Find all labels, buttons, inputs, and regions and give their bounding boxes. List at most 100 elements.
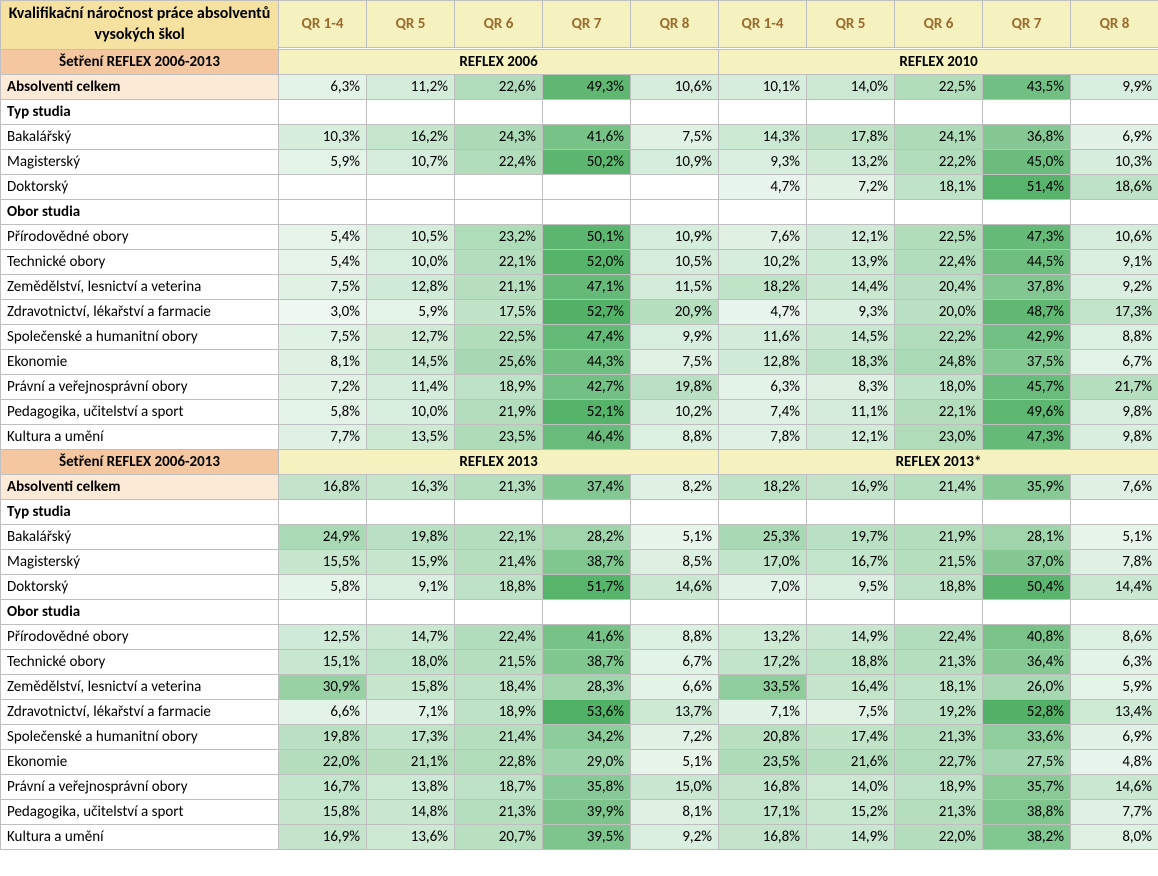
value-cell: 11,5% (631, 274, 719, 299)
value-cell: 15,1% (279, 649, 367, 674)
qualification-table: Kvalifikační náročnost práce absolventů … (0, 0, 1158, 850)
row-label: Bakalářský (1, 124, 279, 149)
blank-cell (1071, 99, 1158, 124)
survey-label: Šetření REFLEX 2006-2013 (1, 449, 279, 474)
blank-cell (631, 499, 719, 524)
value-cell: 35,7% (983, 774, 1071, 799)
blank-cell (455, 99, 543, 124)
blank-cell (983, 599, 1071, 624)
value-cell: 8,0% (1071, 824, 1158, 849)
value-cell: 14,5% (367, 349, 455, 374)
value-cell: 19,8% (631, 374, 719, 399)
value-cell: 35,9% (983, 474, 1071, 499)
value-cell: 20,7% (455, 824, 543, 849)
value-cell: 52,0% (543, 249, 631, 274)
value-cell: 17,4% (807, 724, 895, 749)
blank-cell (279, 199, 367, 224)
value-cell: 21,7% (1071, 374, 1158, 399)
value-cell: 13,9% (807, 249, 895, 274)
value-cell: 21,9% (895, 524, 983, 549)
value-cell: 12,5% (279, 624, 367, 649)
value-cell: 3,0% (279, 299, 367, 324)
value-cell: 10,3% (279, 124, 367, 149)
value-cell: 36,8% (983, 124, 1071, 149)
blank-cell (543, 99, 631, 124)
blank-cell (719, 499, 807, 524)
value-cell: 10,9% (631, 149, 719, 174)
value-cell: 10,3% (1071, 149, 1158, 174)
value-cell: 14,9% (807, 824, 895, 849)
value-cell: 6,6% (631, 674, 719, 699)
row-label: Pedagogika, učitelství a sport (1, 399, 279, 424)
value-cell: 47,1% (543, 274, 631, 299)
value-cell: 7,5% (279, 274, 367, 299)
value-cell: 10,0% (367, 249, 455, 274)
value-cell: 41,6% (543, 124, 631, 149)
value-cell: 40,8% (983, 624, 1071, 649)
value-cell: 18,0% (895, 374, 983, 399)
row-label: Doktorský (1, 174, 279, 199)
row-label: Společenské a humanitní obory (1, 724, 279, 749)
value-cell: 11,6% (719, 324, 807, 349)
table-header: Kvalifikační náročnost práce absolventů … (1, 1, 1158, 50)
value-cell: 6,3% (719, 374, 807, 399)
col-header: QR 6 (455, 1, 543, 48)
value-cell: 35,8% (543, 774, 631, 799)
value-cell: 22,2% (895, 149, 983, 174)
value-cell: 18,8% (455, 574, 543, 599)
value-cell: 53,6% (543, 699, 631, 724)
value-cell: 12,8% (719, 349, 807, 374)
value-cell: 22,2% (895, 324, 983, 349)
value-cell: 12,7% (367, 324, 455, 349)
value-cell: 7,1% (719, 699, 807, 724)
value-cell: 50,2% (543, 149, 631, 174)
value-cell: 51,7% (543, 574, 631, 599)
value-cell: 33,5% (719, 674, 807, 699)
value-cell: 18,1% (895, 674, 983, 699)
col-header: QR 8 (1071, 1, 1158, 48)
value-cell: 10,7% (367, 149, 455, 174)
value-cell: 5,4% (279, 249, 367, 274)
value-cell: 16,2% (367, 124, 455, 149)
value-cell: 14,6% (631, 574, 719, 599)
value-cell: 41,6% (543, 624, 631, 649)
value-cell: 19,2% (895, 699, 983, 724)
blank-cell (983, 499, 1071, 524)
value-cell: 21,9% (455, 399, 543, 424)
value-cell: 42,9% (983, 324, 1071, 349)
row-label: Zdravotnictví, lékařství a farmacie (1, 699, 279, 724)
value-cell: 16,9% (279, 824, 367, 849)
value-cell: 24,9% (279, 524, 367, 549)
blank-cell (543, 499, 631, 524)
value-cell: 18,8% (895, 574, 983, 599)
value-cell: 6,9% (1071, 724, 1158, 749)
value-cell: 21,3% (895, 799, 983, 824)
value-cell: 15,9% (367, 549, 455, 574)
value-cell: 9,3% (807, 299, 895, 324)
value-cell: 37,8% (983, 274, 1071, 299)
row-label: Zemědělství, lesnictví a veterina (1, 674, 279, 699)
value-cell: 7,2% (279, 374, 367, 399)
value-cell: 20,9% (631, 299, 719, 324)
value-cell: 8,1% (279, 349, 367, 374)
row-label: Bakalářský (1, 524, 279, 549)
value-cell: 13,2% (719, 624, 807, 649)
row-label: Pedagogika, učitelství a sport (1, 799, 279, 824)
value-cell: 14,0% (807, 774, 895, 799)
blank-cell (807, 599, 895, 624)
value-cell: 10,2% (631, 399, 719, 424)
value-cell: 13,8% (367, 774, 455, 799)
row-label: Magisterský (1, 549, 279, 574)
value-cell: 37,0% (983, 549, 1071, 574)
blank-cell (631, 599, 719, 624)
value-cell: 34,2% (543, 724, 631, 749)
value-cell: 13,6% (367, 824, 455, 849)
value-cell: 38,7% (543, 649, 631, 674)
value-cell: 20,8% (719, 724, 807, 749)
blank-cell (631, 199, 719, 224)
blank-cell (895, 499, 983, 524)
value-cell: 10,9% (631, 224, 719, 249)
value-cell: 18,4% (455, 674, 543, 699)
col-header: QR 5 (367, 1, 455, 48)
value-cell: 16,8% (719, 824, 807, 849)
